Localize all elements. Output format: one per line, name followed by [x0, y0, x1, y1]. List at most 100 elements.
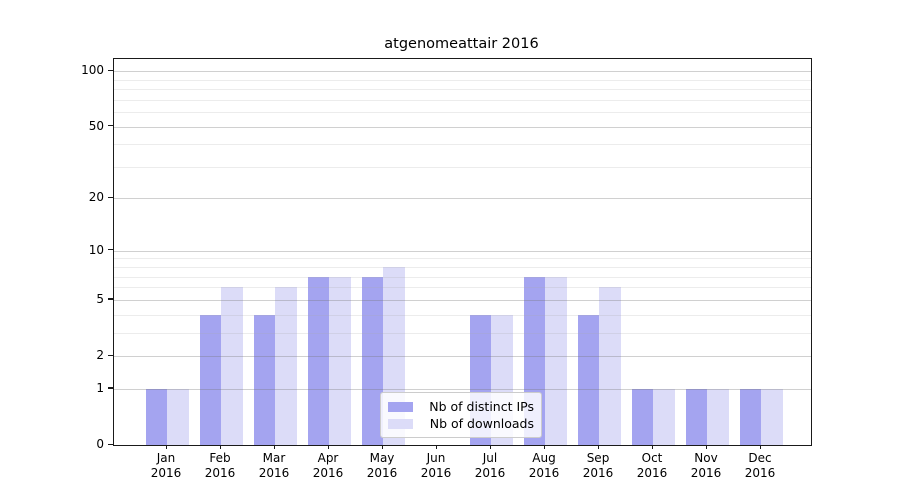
- x-tick-mark: [489, 445, 491, 449]
- bar-nov-downloads: [707, 388, 729, 445]
- x-tick-mark: [273, 445, 275, 449]
- x-tick-month: May: [369, 451, 395, 465]
- x-tick-month: Oct: [641, 451, 663, 465]
- y-tick-label: 0: [96, 437, 104, 451]
- legend-label-distinct-ips: Nb of distinct IPs: [429, 399, 534, 414]
- gridline-major: [114, 299, 811, 301]
- y-tick-mark: [108, 354, 113, 356]
- bar-feb-downloads: [221, 287, 243, 445]
- gridline-minor: [114, 258, 811, 260]
- gridline-major: [114, 250, 811, 252]
- x-tick-mark: [435, 445, 437, 449]
- x-tick-year: 2016: [312, 466, 344, 480]
- x-tick-month: Apr: [317, 451, 339, 465]
- bar-may-distinct-ips: [361, 276, 383, 445]
- gridline-major: [114, 356, 811, 357]
- legend-swatch-distinct-ips: [388, 401, 413, 412]
- x-tick-month: Sep: [586, 451, 610, 465]
- x-tick-month: Jan: [156, 451, 176, 465]
- bar-dec-distinct-ips: [739, 388, 761, 445]
- x-tick-mark: [759, 445, 761, 449]
- y-tick-label: 10: [88, 242, 104, 257]
- gridline-major: [114, 71, 811, 73]
- x-tick-year: 2016: [582, 466, 614, 480]
- x-tick-label-oct: Oct 2016: [620, 451, 684, 481]
- x-tick-label-mar: Mar 2016: [242, 451, 306, 481]
- bar-jan-distinct-ips: [145, 388, 167, 445]
- gridline-minor: [114, 332, 811, 334]
- legend-item-downloads: Nb of downloads: [388, 415, 534, 432]
- y-tick-label: 20: [88, 190, 104, 205]
- y-tick-label: 100: [81, 63, 104, 78]
- bar-sep-downloads: [599, 287, 621, 445]
- bar-sep-distinct-ips: [577, 314, 599, 445]
- x-tick-month: Dec: [748, 451, 772, 465]
- gridline-minor: [114, 287, 811, 289]
- x-tick-mark: [327, 445, 329, 449]
- y-tick-mark: [108, 443, 113, 445]
- bar-oct-downloads: [653, 388, 675, 445]
- gridline-minor: [114, 99, 811, 101]
- bar-dec-downloads: [761, 388, 783, 445]
- y-tick-mark: [108, 298, 113, 300]
- y-tick-label: 2: [96, 348, 104, 362]
- bar-apr-distinct-ips: [307, 276, 329, 445]
- x-tick-label-may: May 2016: [350, 451, 414, 481]
- bar-mar-distinct-ips: [253, 314, 275, 445]
- bar-oct-distinct-ips: [631, 388, 653, 445]
- x-tick-mark: [705, 445, 707, 449]
- x-tick-mark: [219, 445, 221, 449]
- gridline-minor: [114, 276, 811, 278]
- gridline-major: [114, 126, 811, 128]
- y-tick-label: 50: [88, 118, 104, 133]
- y-tick-mark: [108, 69, 113, 71]
- gridline-minor: [114, 89, 811, 91]
- x-tick-label-aug: Aug 2016: [512, 451, 576, 481]
- y-tick-mark: [108, 249, 113, 251]
- x-tick-label-jun: Jun 2016: [404, 451, 468, 481]
- x-tick-label-feb: Feb 2016: [188, 451, 252, 481]
- x-tick-year: 2016: [636, 466, 668, 480]
- x-tick-label-jul: Jul 2016: [458, 451, 522, 481]
- gridline-minor: [114, 166, 811, 168]
- gridline-minor: [114, 79, 811, 81]
- bar-jan-downloads: [167, 388, 189, 445]
- x-tick-year: 2016: [474, 466, 506, 480]
- x-tick-month: Jun: [426, 451, 446, 465]
- x-tick-month: Nov: [694, 451, 718, 465]
- plot-area: [113, 58, 812, 446]
- legend-label-downloads: Nb of downloads: [429, 416, 534, 431]
- x-tick-label-nov: Nov 2016: [674, 451, 738, 481]
- x-tick-year: 2016: [150, 466, 182, 480]
- x-tick-mark: [543, 445, 545, 449]
- bar-aug-downloads: [545, 276, 567, 445]
- gridline-major: [114, 388, 811, 390]
- y-tick-mark: [108, 387, 113, 389]
- x-tick-year: 2016: [744, 466, 776, 480]
- legend: Nb of distinct IPs Nb of downloads: [380, 392, 542, 438]
- x-tick-month: Aug: [532, 451, 556, 465]
- x-tick-mark: [381, 445, 383, 449]
- x-tick-year: 2016: [366, 466, 398, 480]
- x-tick-year: 2016: [528, 466, 560, 480]
- y-tick-label: 1: [96, 380, 104, 395]
- gridline-minor: [114, 112, 811, 114]
- bar-nov-distinct-ips: [685, 388, 707, 445]
- x-tick-mark: [165, 445, 167, 449]
- gridline-minor: [114, 267, 811, 269]
- gridline-minor: [114, 144, 811, 146]
- x-tick-label-dec: Dec 2016: [728, 451, 792, 481]
- legend-swatch-downloads: [388, 418, 413, 429]
- x-tick-year: 2016: [690, 466, 722, 480]
- x-tick-mark: [651, 445, 653, 449]
- x-tick-label-apr: Apr 2016: [296, 451, 360, 481]
- legend-item-distinct-ips: Nb of distinct IPs: [388, 398, 534, 415]
- x-tick-year: 2016: [204, 466, 236, 480]
- bar-mar-downloads: [275, 287, 297, 445]
- gridline-major: [114, 198, 811, 200]
- y-tick-label: 5: [96, 291, 104, 306]
- x-tick-label-sep: Sep 2016: [566, 451, 630, 481]
- x-tick-month: Jul: [482, 451, 498, 465]
- y-tick-mark: [108, 196, 113, 199]
